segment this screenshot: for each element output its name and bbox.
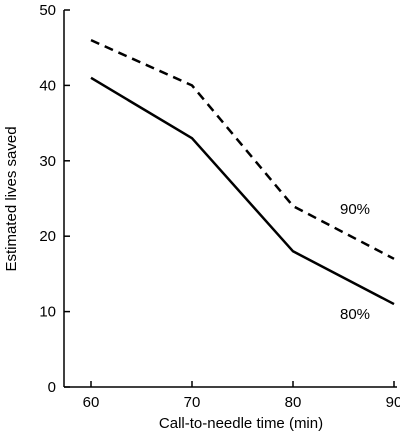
- series-label-90: 90%: [340, 201, 370, 218]
- y-tick-label: 40: [39, 77, 56, 94]
- x-tick-label: 80: [285, 394, 302, 411]
- y-tick-label: 50: [39, 2, 56, 19]
- x-tick-label: 70: [184, 394, 201, 411]
- y-tick-label: 30: [39, 153, 56, 170]
- series-label-80: 80%: [340, 306, 370, 323]
- x-axis-label: Call-to-needle time (min): [159, 415, 323, 431]
- series-lines: [90, 39, 395, 306]
- y-tick-label: 10: [39, 304, 56, 321]
- series-labels: 90% 80%: [340, 201, 370, 323]
- x-tick-label: 90: [386, 394, 400, 411]
- chart-axes: [63, 10, 397, 388]
- x-ticks: 60 70 80 90: [83, 381, 400, 411]
- series-line-90: [90, 39, 395, 260]
- y-ticks: 0 10 20 30 40 50: [39, 2, 70, 396]
- y-axis-label: Estimated lives saved: [3, 126, 20, 271]
- series-line-80: [90, 76, 395, 306]
- y-tick-label: 0: [48, 379, 56, 396]
- y-tick-label: 20: [39, 228, 56, 245]
- x-tick-label: 60: [83, 394, 100, 411]
